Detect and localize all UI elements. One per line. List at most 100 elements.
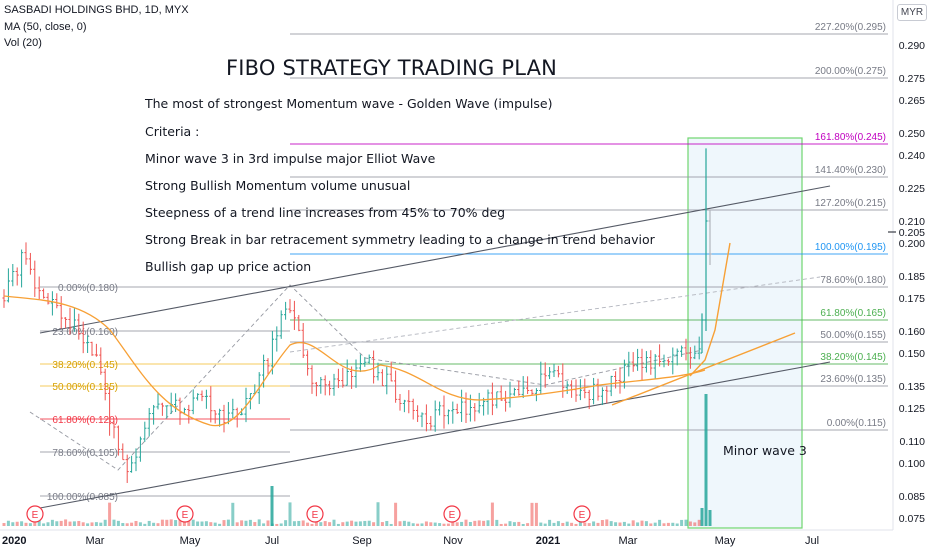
volume-bar <box>328 522 332 526</box>
price-bar <box>314 381 318 397</box>
volume-bar <box>319 522 323 526</box>
volume-bar <box>240 520 244 526</box>
volume-bar <box>526 523 530 526</box>
annotation-line: The most of strongest Momentum wave - Go… <box>145 96 553 111</box>
volume-bar <box>658 519 662 526</box>
price-bar <box>147 407 151 437</box>
price-bar <box>336 368 340 389</box>
volume-bar <box>693 522 697 526</box>
price-bar <box>50 291 54 316</box>
ma-indicator-label[interactable]: MA (50, close, 0) <box>4 21 87 33</box>
y-tick-label: 0.210 <box>899 216 925 228</box>
price-bar <box>68 307 72 335</box>
price-bar <box>143 421 147 442</box>
x-tick-label: 2021 <box>536 535 560 547</box>
price-bar <box>486 389 490 415</box>
volume-bar <box>402 520 406 526</box>
volume-bar <box>169 519 173 526</box>
fib-label-right: 200.00%(0.275) <box>815 66 886 77</box>
price-bar <box>323 375 327 396</box>
volume-bar <box>614 522 618 526</box>
volume-bar <box>521 523 525 526</box>
volume-bar <box>350 520 354 526</box>
price-bar <box>477 392 481 414</box>
price-bar <box>394 370 398 403</box>
price-bar <box>187 404 191 424</box>
volume-bar <box>394 502 398 526</box>
y-tick-label: 0.125 <box>899 403 925 415</box>
price-bar <box>301 323 305 359</box>
y-tick-label: 0.275 <box>899 73 925 85</box>
earnings-marker-label: E <box>312 510 319 521</box>
volume-bar <box>226 519 230 526</box>
price-bar <box>473 403 477 422</box>
volume-bar <box>592 521 596 526</box>
volume-bar <box>50 519 54 526</box>
price-bar <box>328 380 332 396</box>
price-bar <box>658 344 662 367</box>
volume-indicator-label[interactable]: Vol (20) <box>4 37 42 49</box>
price-bar <box>279 310 283 339</box>
price-bar <box>138 436 142 462</box>
fib-label-right: 161.80%(0.245) <box>815 132 886 143</box>
currency-button[interactable]: MYR <box>897 4 927 21</box>
fib-label-right: 50.00%(0.155) <box>820 330 886 341</box>
price-bar <box>636 348 640 371</box>
volume-bar <box>358 521 362 526</box>
price-bar <box>174 393 178 412</box>
price-bar <box>583 378 587 399</box>
fib-label-right: 61.80%(0.165) <box>820 308 886 319</box>
volume-bar <box>490 502 494 526</box>
price-bar <box>530 389 534 396</box>
volume-bar <box>534 502 538 526</box>
y-tick-label: 0.265 <box>899 95 925 107</box>
price-bar <box>345 359 349 386</box>
volume-bar <box>631 520 635 526</box>
volume-bar <box>323 521 327 526</box>
volume-bar <box>301 520 305 526</box>
volume-bar <box>235 522 239 526</box>
price-bar <box>517 380 521 396</box>
volume-bar <box>587 523 591 526</box>
y-tick-label: 0.100 <box>899 458 925 470</box>
price-bar <box>684 338 688 361</box>
volume-bar <box>244 520 248 526</box>
annotation-title: FIBO STRATEGY TRADING PLAN <box>226 56 558 80</box>
price-bar <box>446 409 450 425</box>
price-bar <box>284 301 288 320</box>
volume-bar <box>372 522 376 526</box>
price-bar <box>675 348 679 366</box>
volume-bar <box>152 522 156 526</box>
y-tick-label: 0.150 <box>899 348 925 360</box>
volume-bar <box>72 521 76 526</box>
price-bar <box>222 404 226 433</box>
annotation-line: Steepness of a trend line increases from… <box>145 205 506 220</box>
price-bar <box>592 377 596 405</box>
volume-bar <box>468 521 472 526</box>
price-bar <box>156 392 160 410</box>
price-bar <box>708 210 712 265</box>
volume-bar <box>618 522 622 526</box>
volume-bar <box>77 520 81 526</box>
price-bar <box>653 354 657 379</box>
minor-wave-label: Minor wave 3 <box>723 443 807 458</box>
annotation-line: Strong Bullish Momentum volume unusual <box>145 178 411 193</box>
price-bar <box>64 317 68 329</box>
volume-bar <box>512 522 516 526</box>
volume-bar <box>543 523 547 526</box>
fib-label-right: 141.40%(0.230) <box>815 165 886 176</box>
volume-bar <box>653 522 657 526</box>
steepness-line-70 <box>689 242 731 377</box>
volume-bar <box>310 523 314 526</box>
price-bar <box>121 443 125 461</box>
price-bar <box>464 392 468 424</box>
annotation-line: Minor wave 3 in 3rd impulse major Elliot… <box>145 151 436 166</box>
earnings-marker: E <box>443 505 461 523</box>
price-bar <box>627 351 631 377</box>
x-tick-label: Mar <box>86 535 105 547</box>
volume-bar <box>314 520 318 526</box>
price-bar <box>609 375 613 397</box>
y-tick-label: 0.085 <box>899 491 925 503</box>
price-bar <box>700 313 704 354</box>
volume-bar <box>262 523 266 526</box>
